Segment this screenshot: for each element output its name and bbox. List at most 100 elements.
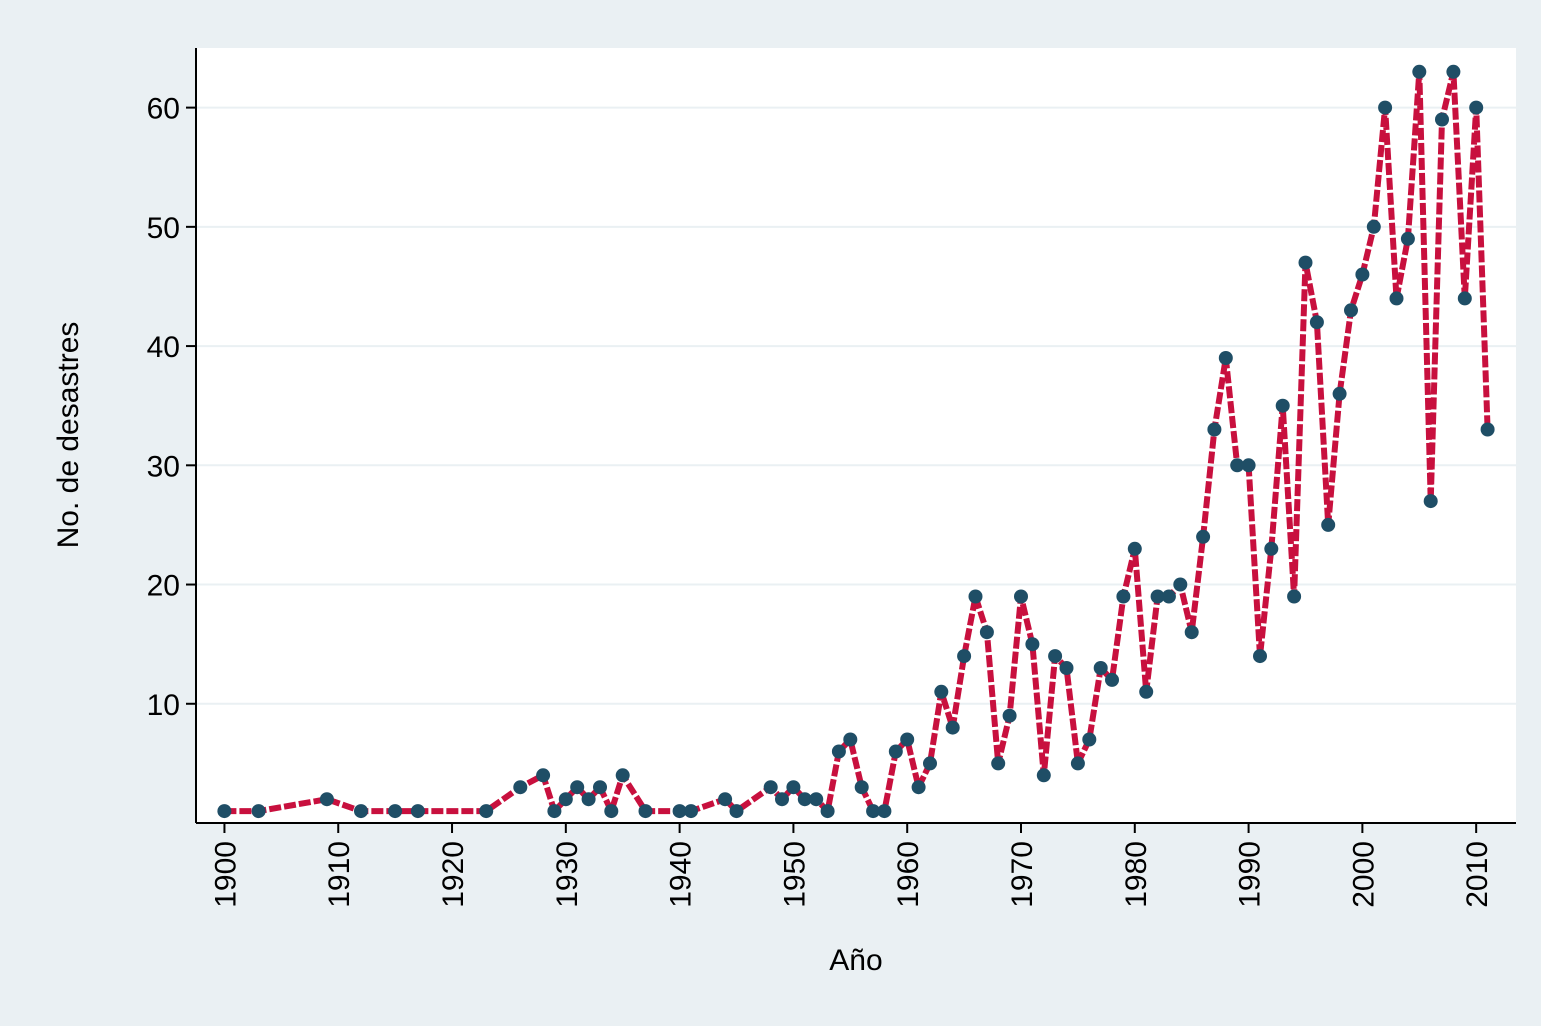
plot-area bbox=[196, 48, 1516, 823]
data-point bbox=[1366, 219, 1381, 234]
data-point bbox=[388, 804, 403, 819]
y-tick-label: 10 bbox=[147, 689, 180, 722]
data-point bbox=[797, 792, 812, 807]
grid-lines bbox=[196, 106, 1516, 705]
data-point bbox=[1082, 732, 1097, 747]
x-tick-label: 1970 bbox=[1006, 841, 1039, 908]
data-point bbox=[581, 792, 596, 807]
x-axis-label: Año bbox=[829, 944, 882, 977]
data-point bbox=[1116, 589, 1131, 604]
data-point bbox=[1048, 649, 1063, 664]
data-point bbox=[1332, 386, 1347, 401]
data-point bbox=[1275, 398, 1290, 413]
data-point bbox=[843, 732, 858, 747]
y-axis-label: No. de desastres bbox=[52, 322, 85, 549]
data-point bbox=[1446, 64, 1461, 79]
data-point bbox=[831, 744, 846, 759]
x-tick-label: 1940 bbox=[665, 841, 698, 908]
x-tick-label: 1900 bbox=[209, 841, 242, 908]
x-tick-label: 1980 bbox=[1120, 841, 1153, 908]
data-point bbox=[1150, 589, 1165, 604]
data-point bbox=[1400, 231, 1415, 246]
data-point bbox=[354, 804, 368, 819]
data-point bbox=[1378, 100, 1393, 115]
data-point bbox=[968, 589, 983, 604]
data-point bbox=[1184, 625, 1199, 640]
data-point bbox=[1412, 64, 1427, 79]
data-point bbox=[1070, 756, 1085, 771]
data-point bbox=[1002, 708, 1017, 723]
x-tick-label: 2010 bbox=[1461, 841, 1494, 908]
data-point bbox=[786, 780, 801, 795]
data-point bbox=[1355, 267, 1370, 282]
data-point bbox=[809, 792, 824, 807]
data-point bbox=[410, 804, 425, 819]
y-tick-label: 60 bbox=[147, 93, 180, 126]
data-point bbox=[1127, 541, 1142, 556]
y-tick-label: 30 bbox=[147, 450, 180, 483]
data-point bbox=[217, 804, 232, 819]
data-point bbox=[911, 780, 926, 795]
x-tick-label: 2000 bbox=[1347, 841, 1380, 908]
data-point bbox=[1241, 458, 1256, 473]
data-point bbox=[1435, 112, 1449, 127]
x-tick-label: 1990 bbox=[1234, 841, 1267, 908]
axes bbox=[195, 48, 1516, 824]
data-point bbox=[900, 732, 915, 747]
data-point bbox=[729, 804, 744, 819]
data-point bbox=[638, 804, 653, 819]
data-point bbox=[1105, 672, 1119, 687]
data-point bbox=[923, 756, 937, 771]
data-point bbox=[1161, 589, 1176, 604]
data-point bbox=[888, 744, 903, 759]
data-point bbox=[1093, 661, 1108, 675]
data-point bbox=[1173, 577, 1188, 592]
data-point bbox=[854, 780, 869, 795]
data-point bbox=[1287, 589, 1302, 604]
data-point bbox=[1025, 637, 1040, 652]
data-point bbox=[558, 792, 573, 807]
data-point bbox=[604, 804, 619, 819]
data-point bbox=[1469, 100, 1484, 115]
data-point bbox=[957, 649, 972, 664]
x-tick-label: 1930 bbox=[551, 841, 584, 908]
data-point bbox=[1218, 351, 1233, 365]
data-point bbox=[672, 804, 687, 819]
data-point bbox=[1309, 315, 1324, 330]
x-tick-label: 1960 bbox=[892, 841, 925, 908]
data-point bbox=[251, 804, 266, 819]
data-point bbox=[547, 804, 562, 819]
data-point bbox=[1298, 255, 1313, 270]
data-point bbox=[593, 780, 607, 795]
y-tick-label: 50 bbox=[147, 212, 180, 245]
data-point bbox=[1230, 458, 1245, 473]
x-tick-label: 1920 bbox=[437, 841, 470, 908]
data-point bbox=[479, 804, 494, 819]
markers bbox=[217, 64, 1495, 819]
data-point bbox=[1253, 649, 1267, 664]
data-point bbox=[877, 804, 892, 819]
data-point bbox=[1014, 589, 1028, 604]
data-point bbox=[570, 780, 585, 795]
y-ticks: 10 20 30 40 50 60 bbox=[147, 93, 196, 722]
data-point bbox=[991, 756, 1006, 771]
y-tick-label: 20 bbox=[147, 570, 180, 603]
data-point bbox=[820, 804, 835, 819]
data-point bbox=[763, 780, 778, 795]
data-point bbox=[934, 684, 949, 699]
data-point bbox=[1389, 291, 1404, 306]
data-point bbox=[1139, 684, 1154, 699]
data-point bbox=[1457, 291, 1472, 306]
data-point bbox=[718, 792, 733, 807]
data-point bbox=[1196, 529, 1211, 544]
data-point bbox=[775, 792, 789, 807]
data-point bbox=[536, 768, 551, 783]
data-point bbox=[1059, 661, 1074, 675]
data-point bbox=[319, 792, 334, 807]
data-point bbox=[1423, 494, 1438, 509]
data-point bbox=[979, 625, 994, 640]
x-ticks: 1900 1910 1920 1930 1940 1950 1960 1970 1980 1990… bbox=[209, 823, 1494, 908]
data-point bbox=[945, 720, 960, 735]
data-point bbox=[1344, 303, 1358, 318]
